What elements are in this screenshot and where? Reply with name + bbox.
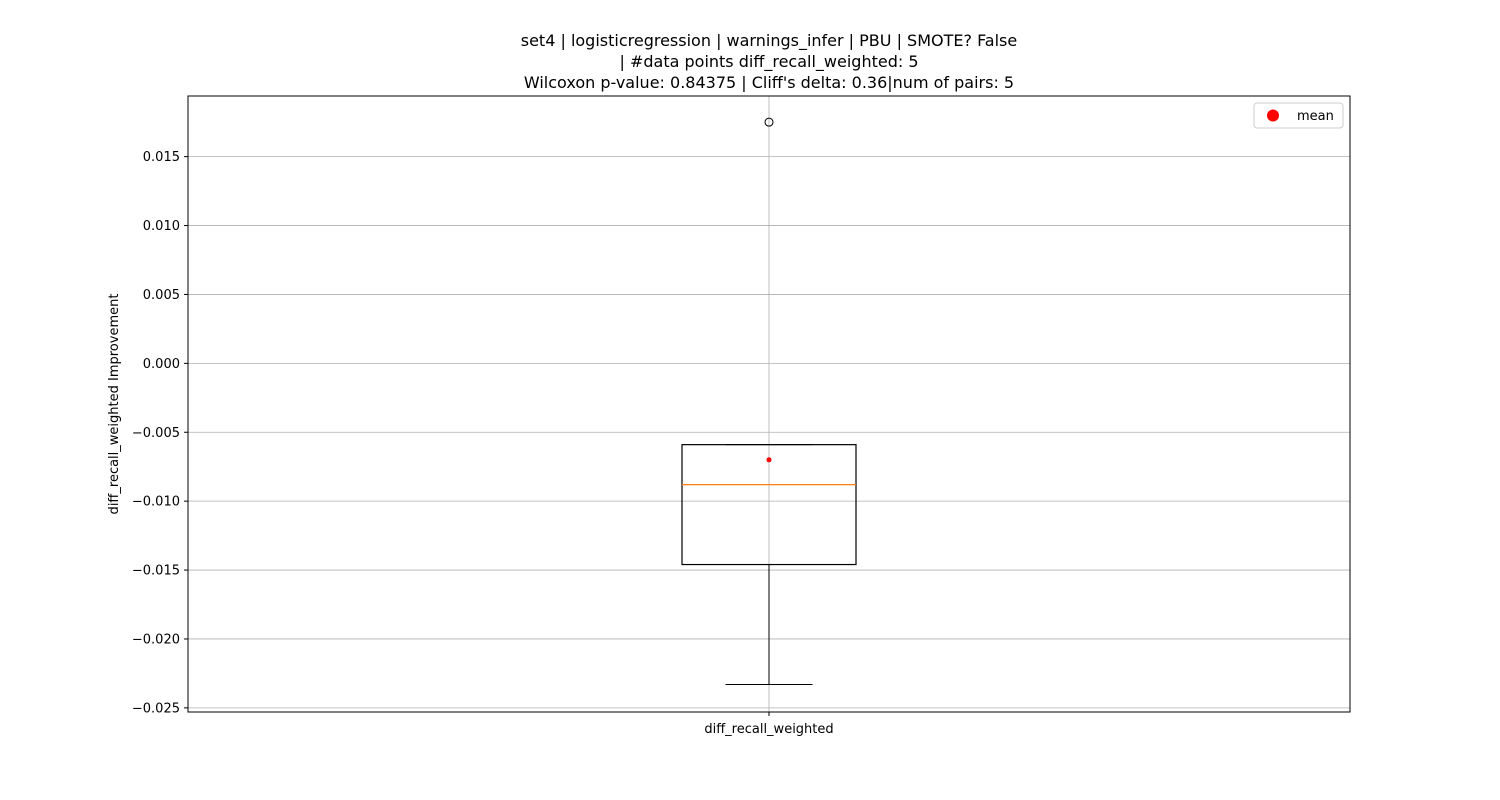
y-axis-label: diff_recall_weighted Improvement — [107, 294, 122, 515]
legend-mean-label: mean — [1297, 109, 1334, 124]
x-axis: diff_recall_weighted — [704, 712, 834, 737]
y-tick-label: 0.015 — [143, 150, 180, 165]
legend-mean-marker — [1267, 109, 1279, 122]
title-line-3: Wilcoxon p-value: 0.84375 | Cliff's delt… — [524, 73, 1014, 92]
y-axis: 0.015 0.010 0.005 0.000 −0.005 −0.010 −0.015 −0… — [132, 150, 188, 716]
y-tick-label: −0.005 — [132, 426, 180, 441]
chart-title: set4 | logisticregression | warnings_inf… — [521, 31, 1017, 92]
mean-marker — [766, 457, 772, 463]
y-tick-label: −0.025 — [132, 701, 180, 716]
legend-frame — [1253, 102, 1344, 129]
y-tick-label: −0.010 — [132, 495, 180, 510]
title-line-1: set4 | logisticregression | warnings_inf… — [521, 31, 1017, 51]
y-tick-label: 0.000 — [143, 357, 180, 372]
iqr-box — [681, 444, 857, 566]
title-line-2: | #data points diff_recall_weighted: 5 — [619, 52, 918, 72]
grid-layer — [188, 96, 1350, 712]
x-tick-label: diff_recall_weighted — [704, 722, 833, 737]
outlier-point — [764, 117, 774, 127]
y-tick-label: −0.015 — [132, 564, 180, 579]
box-layer — [681, 117, 857, 685]
y-tick-label: 0.010 — [143, 219, 180, 234]
y-tick-label: 0.005 — [143, 288, 180, 303]
y-tick-label: −0.020 — [132, 632, 180, 647]
legend: mean — [1253, 102, 1344, 129]
